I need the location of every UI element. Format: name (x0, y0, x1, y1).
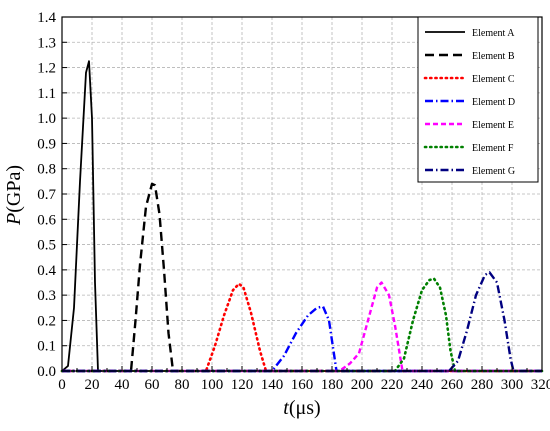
series-line-5 (62, 281, 542, 373)
x-tick-label: 220 (381, 377, 404, 393)
x-tick-label: 160 (291, 377, 314, 393)
y-tick-label: 0.2 (37, 313, 56, 329)
x-tick-label: 180 (321, 377, 344, 393)
legend-label-1: Element A (472, 28, 515, 39)
y-tick-label: 0.4 (37, 263, 56, 279)
y-tick-label: 0.3 (37, 288, 56, 304)
y-tick-label: 0.1 (37, 339, 56, 355)
y-tick-label: 1.4 (37, 10, 56, 26)
y-tick-label: 0.8 (37, 162, 56, 178)
y-tick-label: 0.6 (37, 212, 56, 228)
series-line-6 (60, 277, 544, 373)
x-tick-label: 140 (261, 377, 284, 393)
legend-label-6: Element F (472, 143, 514, 154)
x-tick-label: 320 (531, 377, 550, 393)
y-tick-label: 1.1 (37, 86, 56, 102)
legend-label-7: Element G (472, 166, 515, 177)
x-axis-label: t(μs) (283, 397, 320, 419)
ticks (61, 16, 543, 372)
x-tick-label: 260 (441, 377, 464, 393)
x-tick-label: 80 (175, 377, 190, 393)
series-line-4 (62, 305, 542, 373)
x-tick-label: 20 (85, 377, 100, 393)
legend-label-3: Element C (472, 74, 515, 85)
x-tick-label: 100 (201, 377, 224, 393)
legend-label-4: Element D (472, 97, 515, 108)
tick-labels: 0 20 40 60 80 100 120 140 160 180 200 220 240 260 280 3… (37, 10, 550, 393)
y-tick-label: 1.0 (37, 111, 56, 127)
y-tick-label: 0.5 (37, 238, 56, 254)
x-tick-label: 60 (145, 377, 160, 393)
legend-box (417, 16, 539, 183)
y-tick-label: 1.3 (37, 35, 56, 51)
x-tick-label: 280 (471, 377, 494, 393)
x-tick-label: 240 (411, 377, 434, 393)
y-tick-label: 0.0 (37, 364, 56, 380)
x-tick-label: 40 (115, 377, 130, 393)
x-tick-label: 300 (501, 377, 524, 393)
series-line-3 (60, 282, 544, 373)
series-layer (60, 60, 544, 373)
legend-label-2: Element B (472, 51, 515, 62)
y-tick-label: 1.2 (37, 61, 56, 77)
legend: Element A Element B Element C Element D Elem… (417, 16, 539, 183)
series-line-2 (62, 182, 542, 373)
y-tick-label: 0.7 (37, 187, 56, 203)
y-axis-label: P(GPa) (3, 165, 25, 226)
x-tick-label: 0 (58, 377, 66, 393)
legend-label-5: Element E (472, 120, 514, 131)
series-line-1 (61, 60, 542, 372)
x-tick-label: 120 (231, 377, 254, 393)
x-tick-label: 200 (351, 377, 374, 393)
y-tick-label: 0.9 (37, 136, 56, 152)
